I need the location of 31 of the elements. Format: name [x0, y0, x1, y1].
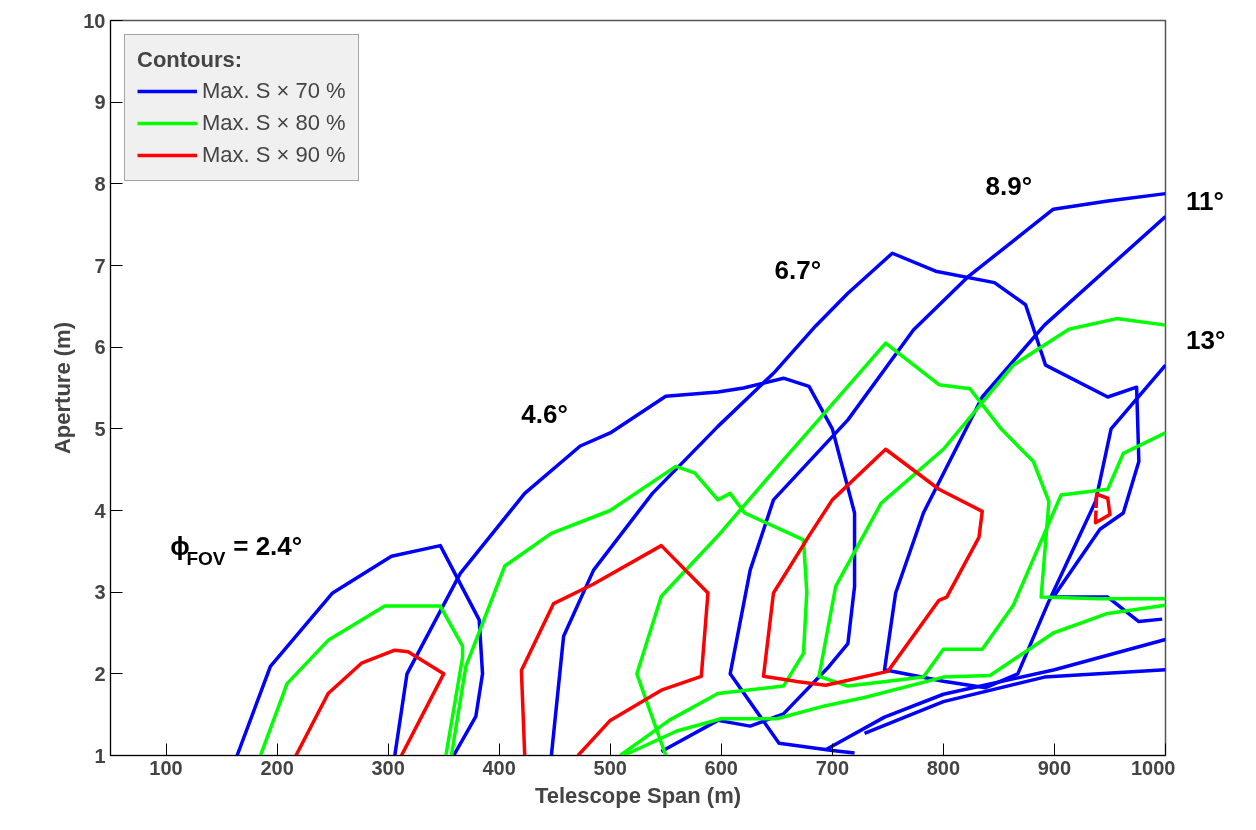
y-tick-label: 3	[94, 581, 106, 604]
legend-label: Max. S × 70 %	[202, 78, 346, 104]
legend-label: Max. S × 90 %	[202, 142, 346, 168]
y-tick-label: 8	[94, 172, 106, 195]
annotation: 6.7°	[774, 255, 822, 286]
text: 13°	[1186, 325, 1226, 356]
annotation: 8.9°	[985, 170, 1033, 201]
x-tick-label: 500	[593, 756, 627, 779]
x-tick-label: 100	[149, 756, 183, 779]
x-tick-label: 200	[260, 756, 294, 779]
y-tick-label: 5	[94, 417, 106, 440]
y-tick-label: 7	[94, 254, 106, 277]
legend-title: Contours:	[137, 47, 244, 73]
y-tick-label: 1	[94, 744, 106, 767]
x-tick-label: 900	[1037, 756, 1072, 779]
x-tick-label: 300	[371, 756, 405, 779]
y-tick-label: 4	[94, 499, 107, 522]
y-axis-title: Aperture (m)	[50, 321, 76, 455]
y-tick-label: 2	[94, 662, 106, 685]
legend-label: Max. S × 80 %	[202, 110, 346, 136]
text: 11°	[1186, 185, 1224, 216]
x-tick-label: 600	[704, 756, 738, 779]
y-tick-label: 10	[83, 9, 106, 32]
x-axis-title: Telescope Span (m)	[534, 782, 742, 808]
y-tick-label: 9	[94, 91, 106, 114]
x-tick-label: 700	[815, 756, 850, 779]
y-tick-label: 6	[94, 336, 106, 359]
x-tick-label: 1000	[1131, 756, 1176, 779]
x-tick-label: 400	[482, 756, 516, 779]
annotation: 4.6°	[521, 398, 568, 429]
x-tick-label: 800	[926, 756, 961, 779]
